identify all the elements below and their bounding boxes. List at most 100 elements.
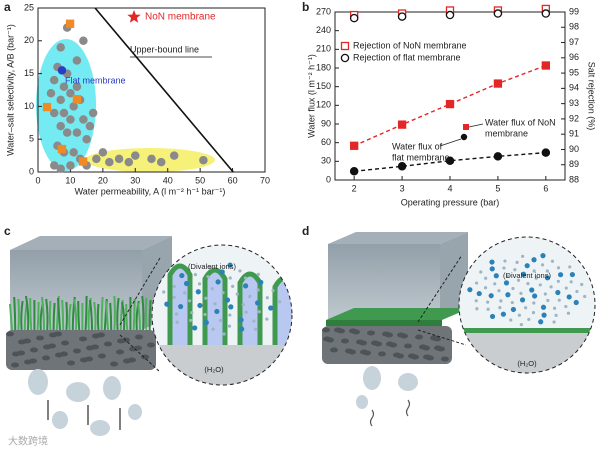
ion (467, 287, 473, 293)
marker-circle (57, 66, 67, 75)
ion (521, 271, 527, 277)
pore (419, 344, 427, 350)
y-tick-label: 25 (24, 2, 34, 12)
ion (510, 306, 517, 313)
x-tick-label: 6 (543, 183, 548, 193)
ion (479, 270, 483, 274)
ion (521, 254, 525, 258)
ion (218, 318, 223, 323)
ion (474, 299, 478, 303)
pore (408, 353, 416, 359)
pore (73, 348, 81, 354)
x-tick-label: 4 (447, 183, 452, 193)
ion (213, 302, 217, 306)
marker-circle (88, 108, 98, 118)
ion (483, 286, 488, 290)
pore (367, 330, 375, 336)
ion (208, 266, 213, 270)
y2-tick-label: 91 (569, 129, 579, 139)
ion (493, 273, 499, 279)
ion (214, 308, 220, 315)
ion (526, 282, 530, 286)
y2-tick-label: 98 (569, 22, 579, 32)
ion (502, 266, 506, 270)
nanofibre (100, 296, 104, 331)
legend-label: NoN membrane (145, 12, 216, 23)
nanofibre (148, 299, 152, 331)
pores (322, 327, 449, 362)
ion (540, 263, 545, 267)
ion (238, 317, 244, 323)
x-axis-label: Water permeability, A (l m⁻² h⁻¹ bar⁻¹) (75, 186, 226, 196)
annotation: Water flux of (392, 141, 443, 151)
marker-circle (56, 95, 65, 105)
pore (404, 343, 412, 349)
ion (197, 302, 203, 309)
pore (349, 328, 357, 334)
ion (256, 288, 260, 292)
flat-membrane-edge (326, 320, 442, 326)
ion (162, 290, 166, 294)
x-tick-label: 50 (195, 175, 205, 185)
pore (423, 354, 431, 360)
y2-tick-label: 96 (569, 52, 579, 62)
ion (532, 301, 536, 305)
ion (541, 312, 547, 318)
pore (36, 335, 44, 341)
nanofibre (48, 300, 52, 331)
nanofibre (96, 303, 100, 331)
y-tick-label: 120 (316, 100, 331, 110)
nanofibre (13, 296, 17, 331)
pore (60, 351, 68, 357)
ion (503, 280, 510, 286)
ion (545, 269, 549, 273)
annotation: Water flux of NoN (485, 117, 556, 127)
nanofibre (93, 301, 97, 331)
legend-label: Rejection of NoN membrane (353, 40, 467, 50)
y-tick-label: 10 (24, 101, 34, 111)
ion (254, 300, 261, 306)
y-tick-label: 270 (316, 6, 331, 16)
plot-frame (334, 11, 566, 181)
plot-frame (37, 7, 266, 173)
y-tick-label: 20 (24, 35, 34, 45)
y-tick-label: 150 (316, 81, 331, 91)
ion (231, 284, 235, 288)
pore (67, 360, 75, 366)
ion (569, 271, 575, 278)
ion (497, 289, 501, 293)
ion (258, 279, 264, 285)
panel-label: b (302, 0, 309, 14)
ion (543, 292, 547, 296)
ion (540, 304, 547, 310)
x-tick-label: 30 (130, 175, 140, 185)
nanofibre (61, 299, 65, 331)
marker-circle (49, 161, 59, 170)
marker-circle (349, 167, 359, 176)
fibre-zoom (202, 267, 228, 345)
marker-circle (59, 82, 69, 91)
marker-circle (46, 89, 56, 98)
nanofibre-brush (9, 295, 152, 331)
water-label: (H₂O) (517, 359, 537, 368)
ion (510, 300, 514, 305)
ion (552, 320, 556, 324)
pore (345, 348, 353, 354)
marker-circle (56, 164, 65, 173)
ion (278, 300, 282, 304)
marker-circle (92, 154, 101, 164)
ion (489, 266, 495, 272)
ion (239, 326, 245, 332)
y-tick-label: 0 (29, 166, 34, 176)
zoom-line (417, 329, 467, 346)
ion-label: (Divalent ions) (188, 262, 236, 271)
marker-circle (445, 156, 455, 165)
ion (179, 272, 185, 279)
y2-tick-label: 93 (569, 98, 579, 108)
ion (489, 259, 495, 265)
nanofibre (137, 302, 141, 331)
ion (203, 319, 209, 326)
marker-circle (79, 36, 88, 46)
ion (243, 276, 248, 280)
pore (341, 338, 349, 344)
